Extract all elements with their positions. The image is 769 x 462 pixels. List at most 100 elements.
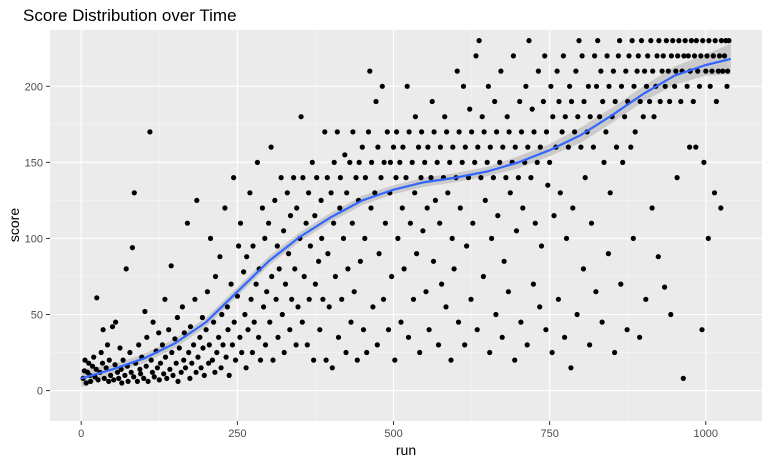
data-point	[555, 296, 562, 302]
data-point	[182, 365, 189, 371]
data-point	[455, 319, 462, 325]
data-point	[276, 266, 282, 272]
data-point	[424, 205, 430, 211]
data-point	[630, 235, 636, 241]
data-point	[376, 251, 382, 257]
data-point	[264, 289, 270, 295]
data-point	[307, 243, 313, 249]
data-point	[688, 38, 695, 44]
data-point	[242, 311, 248, 318]
data-point	[670, 38, 676, 44]
data-point	[199, 314, 205, 321]
data-point	[91, 354, 97, 360]
data-point	[468, 296, 474, 302]
minor-gridlines	[50, 30, 762, 421]
data-point	[318, 197, 324, 203]
data-point	[485, 83, 491, 89]
data-point	[684, 83, 690, 89]
data-point	[709, 68, 715, 74]
data-point	[381, 159, 387, 165]
data-point	[568, 365, 574, 371]
data-point	[654, 53, 660, 59]
data-point	[698, 53, 704, 59]
data-point	[184, 220, 190, 226]
data-point	[379, 83, 385, 89]
data-point	[612, 349, 618, 356]
data-point	[289, 296, 295, 302]
data-point	[164, 375, 170, 381]
data-point	[725, 68, 731, 74]
data-point	[495, 213, 501, 219]
data-point	[610, 68, 617, 74]
data-point	[368, 205, 374, 211]
data-point	[122, 372, 128, 378]
data-point	[531, 129, 537, 135]
x-tick-label: 750	[540, 428, 558, 440]
data-point	[204, 289, 210, 295]
data-point	[449, 235, 455, 241]
data-point	[187, 375, 193, 381]
data-point	[116, 375, 122, 381]
data-point	[281, 349, 287, 356]
data-point	[425, 144, 431, 150]
data-point	[504, 114, 510, 120]
data-point	[505, 289, 511, 295]
data-point	[457, 205, 463, 211]
data-point	[713, 98, 720, 105]
data-point	[306, 296, 312, 302]
data-point	[234, 293, 240, 299]
data-point	[439, 281, 445, 287]
data-point	[572, 129, 578, 135]
data-point	[480, 273, 486, 280]
data-point	[656, 38, 662, 44]
data-point	[526, 38, 532, 44]
data-point	[473, 53, 479, 59]
data-point	[479, 114, 485, 120]
data-point	[585, 83, 592, 89]
data-point	[106, 357, 112, 363]
data-point	[597, 114, 603, 120]
data-point	[607, 190, 613, 196]
smooth-line-layer	[80, 57, 732, 380]
data-point	[320, 296, 326, 302]
data-point	[587, 342, 593, 348]
data-point	[112, 362, 118, 368]
data-point	[304, 342, 310, 348]
data-point	[292, 266, 298, 272]
data-point	[351, 289, 357, 295]
data-point	[492, 98, 498, 105]
data-point	[418, 175, 424, 181]
data-point	[540, 98, 547, 105]
data-point	[580, 266, 587, 272]
data-point	[244, 254, 250, 260]
data-point	[551, 213, 557, 219]
y-tick-label: 150	[25, 157, 43, 169]
data-point	[431, 129, 437, 135]
data-point	[696, 83, 703, 89]
data-point	[447, 159, 453, 165]
data-point	[454, 68, 460, 74]
data-point	[393, 175, 399, 181]
x-tick-label: 0	[78, 428, 84, 440]
data-point	[295, 304, 301, 310]
data-point	[382, 220, 388, 226]
data-point	[137, 366, 143, 372]
data-point	[667, 98, 673, 105]
data-point	[389, 273, 395, 280]
data-point	[362, 175, 368, 181]
data-point	[659, 68, 665, 74]
data-point	[169, 349, 175, 356]
data-point	[309, 159, 315, 165]
data-point	[370, 304, 376, 310]
data-point	[189, 360, 195, 366]
y-tick-label: 100	[25, 233, 43, 245]
data-point	[269, 273, 275, 280]
data-point	[398, 319, 404, 325]
data-point	[422, 159, 428, 165]
data-point	[703, 68, 709, 74]
data-point	[191, 342, 197, 348]
data-point	[601, 159, 607, 165]
data-point	[301, 273, 307, 280]
data-point	[559, 129, 565, 135]
data-point	[364, 349, 370, 356]
